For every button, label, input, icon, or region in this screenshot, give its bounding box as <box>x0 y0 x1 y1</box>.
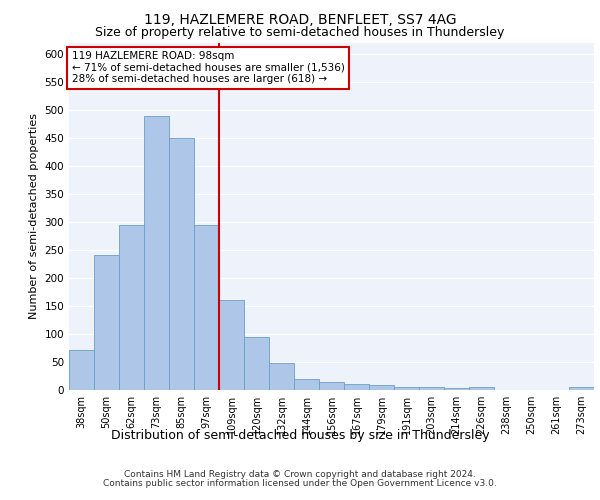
Bar <box>69 350 94 390</box>
Bar <box>394 387 419 390</box>
Bar <box>144 116 169 390</box>
Bar <box>119 224 144 390</box>
Bar <box>244 337 269 390</box>
Text: 119 HAZLEMERE ROAD: 98sqm
← 71% of semi-detached houses are smaller (1,536)
28% : 119 HAZLEMERE ROAD: 98sqm ← 71% of semi-… <box>71 51 344 84</box>
Bar <box>319 382 344 390</box>
Text: Contains public sector information licensed under the Open Government Licence v3: Contains public sector information licen… <box>103 478 497 488</box>
Text: Contains HM Land Registry data © Crown copyright and database right 2024.: Contains HM Land Registry data © Crown c… <box>124 470 476 479</box>
Bar <box>169 138 194 390</box>
Bar <box>419 387 444 390</box>
Bar <box>569 387 594 390</box>
Bar <box>194 224 219 390</box>
Text: Size of property relative to semi-detached houses in Thundersley: Size of property relative to semi-detach… <box>95 26 505 39</box>
Bar <box>269 363 294 390</box>
Bar <box>219 300 244 390</box>
Bar <box>94 256 119 390</box>
Bar <box>444 388 469 390</box>
Text: Distribution of semi-detached houses by size in Thundersley: Distribution of semi-detached houses by … <box>110 430 490 442</box>
Bar <box>294 379 319 390</box>
Bar <box>369 385 394 390</box>
Text: 119, HAZLEMERE ROAD, BENFLEET, SS7 4AG: 119, HAZLEMERE ROAD, BENFLEET, SS7 4AG <box>143 12 457 26</box>
Bar <box>344 384 369 390</box>
Bar <box>469 387 494 390</box>
Y-axis label: Number of semi-detached properties: Number of semi-detached properties <box>29 114 39 320</box>
